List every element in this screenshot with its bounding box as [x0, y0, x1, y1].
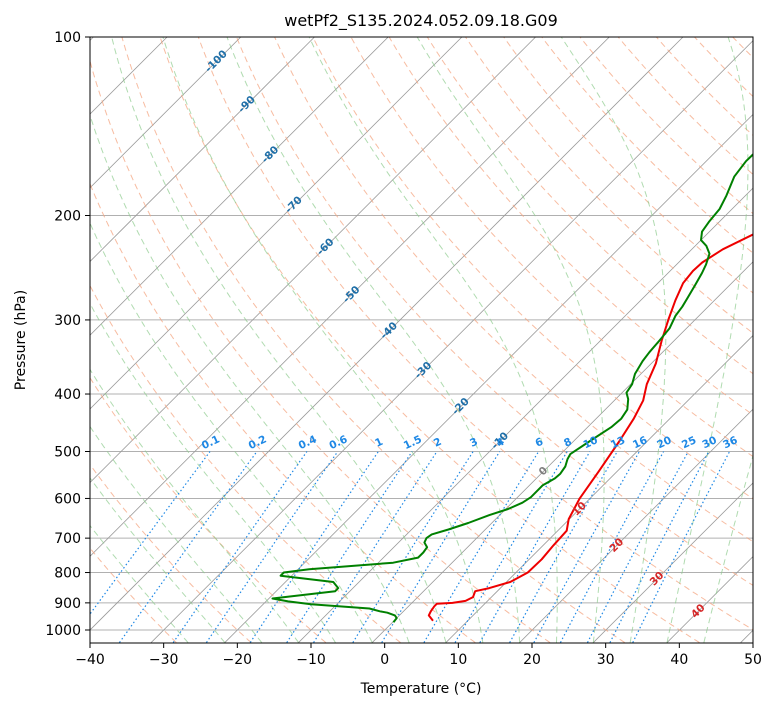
isotherm-line — [90, 37, 242, 189]
mixing-ratio-line — [249, 451, 379, 643]
dry-adiabat — [312, 37, 753, 500]
dry-adiabat — [197, 37, 753, 631]
mixing-ratio-line — [119, 451, 258, 643]
dry-adiabat — [503, 37, 753, 294]
isotherm-line — [150, 40, 753, 643]
x-tick-label: 10 — [449, 652, 467, 668]
mixing-ratio-line — [632, 451, 731, 643]
mixing-ratio-line — [352, 451, 474, 643]
isotherm-line — [90, 37, 610, 557]
x-tick-label: 50 — [744, 652, 762, 668]
dry-adiabat — [90, 463, 252, 643]
moist-adiabat — [90, 113, 410, 643]
chart-title: wetPf2_S135.2024.052.09.18.G09 — [284, 11, 558, 31]
mixing-ratio-line — [90, 451, 211, 616]
dry-adiabat — [236, 37, 753, 586]
x-tick-label: 20 — [523, 652, 541, 668]
moist-adiabat — [90, 477, 226, 643]
moist-adiabat — [560, 37, 667, 643]
mixing-ratio-line — [286, 451, 413, 643]
moist-adiabat — [90, 524, 189, 643]
mixing-ratio-label: 16 — [631, 434, 649, 451]
moist-adiabat — [666, 37, 749, 643]
mixing-ratio-line — [172, 451, 308, 643]
x-axis-title: Temperature (°C) — [360, 681, 482, 697]
moist-adiabat — [90, 368, 299, 643]
x-tick-label: −30 — [149, 652, 179, 668]
mixing-ratio-label: 4 — [495, 436, 507, 450]
y-tick-label: 600 — [54, 491, 81, 507]
mixing-ratio-line — [205, 451, 339, 643]
y-tick-label: 1000 — [45, 623, 81, 639]
mixing-ratio-label: 3 — [468, 436, 480, 450]
dry-adiabat — [465, 37, 753, 334]
temperature-trace — [427, 233, 753, 622]
mixing-ratio-label: 36 — [721, 434, 739, 451]
mixing-ratio-label: 10 — [581, 434, 599, 451]
mixing-ratio-line — [586, 451, 689, 643]
isotherm-line — [593, 482, 753, 643]
sounding-profiles — [271, 153, 753, 623]
mixing-ratio-label: 20 — [655, 434, 673, 451]
y-tick-label: 900 — [54, 596, 81, 612]
y-tick-label: 100 — [54, 30, 81, 46]
isotherm-line — [519, 408, 753, 643]
x-tick-label: 40 — [670, 652, 688, 668]
mixing-ratio-line — [509, 451, 618, 643]
moist-adiabat — [162, 37, 484, 643]
y-tick-label: 800 — [54, 566, 81, 582]
x-tick-label: −10 — [296, 652, 326, 668]
mixing-ratio-line — [559, 451, 665, 643]
isotherm-line — [90, 37, 536, 484]
dry-adiabat — [159, 37, 700, 643]
dry-adiabat — [90, 59, 551, 643]
moist-adiabat — [111, 37, 447, 643]
isotherm-line — [90, 37, 463, 410]
y-axis-title: Pressure (hPa) — [13, 290, 29, 390]
y-tick-label: 500 — [54, 444, 81, 460]
mixing-ratio-label: 2 — [432, 436, 444, 450]
moist-adiabat — [226, 37, 521, 643]
moist-adiabat — [416, 37, 605, 643]
y-tick-label: 200 — [54, 209, 81, 225]
moist-adiabat — [90, 425, 263, 643]
mixing-ratio-line — [533, 451, 640, 643]
dewpoint-trace — [271, 153, 753, 623]
isotherm-line — [445, 334, 753, 643]
moist-adiabat — [308, 37, 558, 643]
isotherm-line — [90, 37, 315, 263]
y-tick-label: 400 — [54, 387, 81, 403]
mixing-ratio-label: 6 — [534, 436, 546, 450]
mixing-ratio-label: 1 — [373, 436, 385, 450]
mixing-ratio-label: 25 — [680, 434, 698, 451]
moist-adiabat — [90, 302, 336, 643]
plot-frame — [89, 36, 754, 644]
mixing-ratio-label: 13 — [609, 434, 627, 451]
mixing-ratio-label: 30 — [700, 434, 718, 451]
dry-adiabat — [121, 37, 625, 643]
y-tick-label: 700 — [54, 531, 81, 547]
x-tick-label: 30 — [597, 652, 615, 668]
x-tick-label: −40 — [75, 652, 105, 668]
dry-adiabat — [274, 37, 753, 543]
isotherm-line — [371, 261, 753, 643]
mixing-ratio-line — [423, 451, 540, 643]
mixing-ratio-label: 8 — [562, 436, 574, 450]
isotherm-line — [90, 37, 389, 336]
mixing-ratio-line — [381, 451, 501, 643]
y-tick-label: 300 — [54, 313, 81, 329]
x-axis: −40 −30 −20 −10 0 10 20 30 40 50 — [75, 643, 762, 668]
x-tick-label: −20 — [223, 652, 253, 668]
moist-adiabat — [90, 222, 373, 643]
isotherm-line — [224, 113, 753, 643]
moist-adiabat — [703, 454, 753, 643]
y-axis: 100 200 300 400 500 600 700 800 900 1000 — [45, 30, 90, 639]
x-tick-label: 0 — [380, 652, 389, 668]
